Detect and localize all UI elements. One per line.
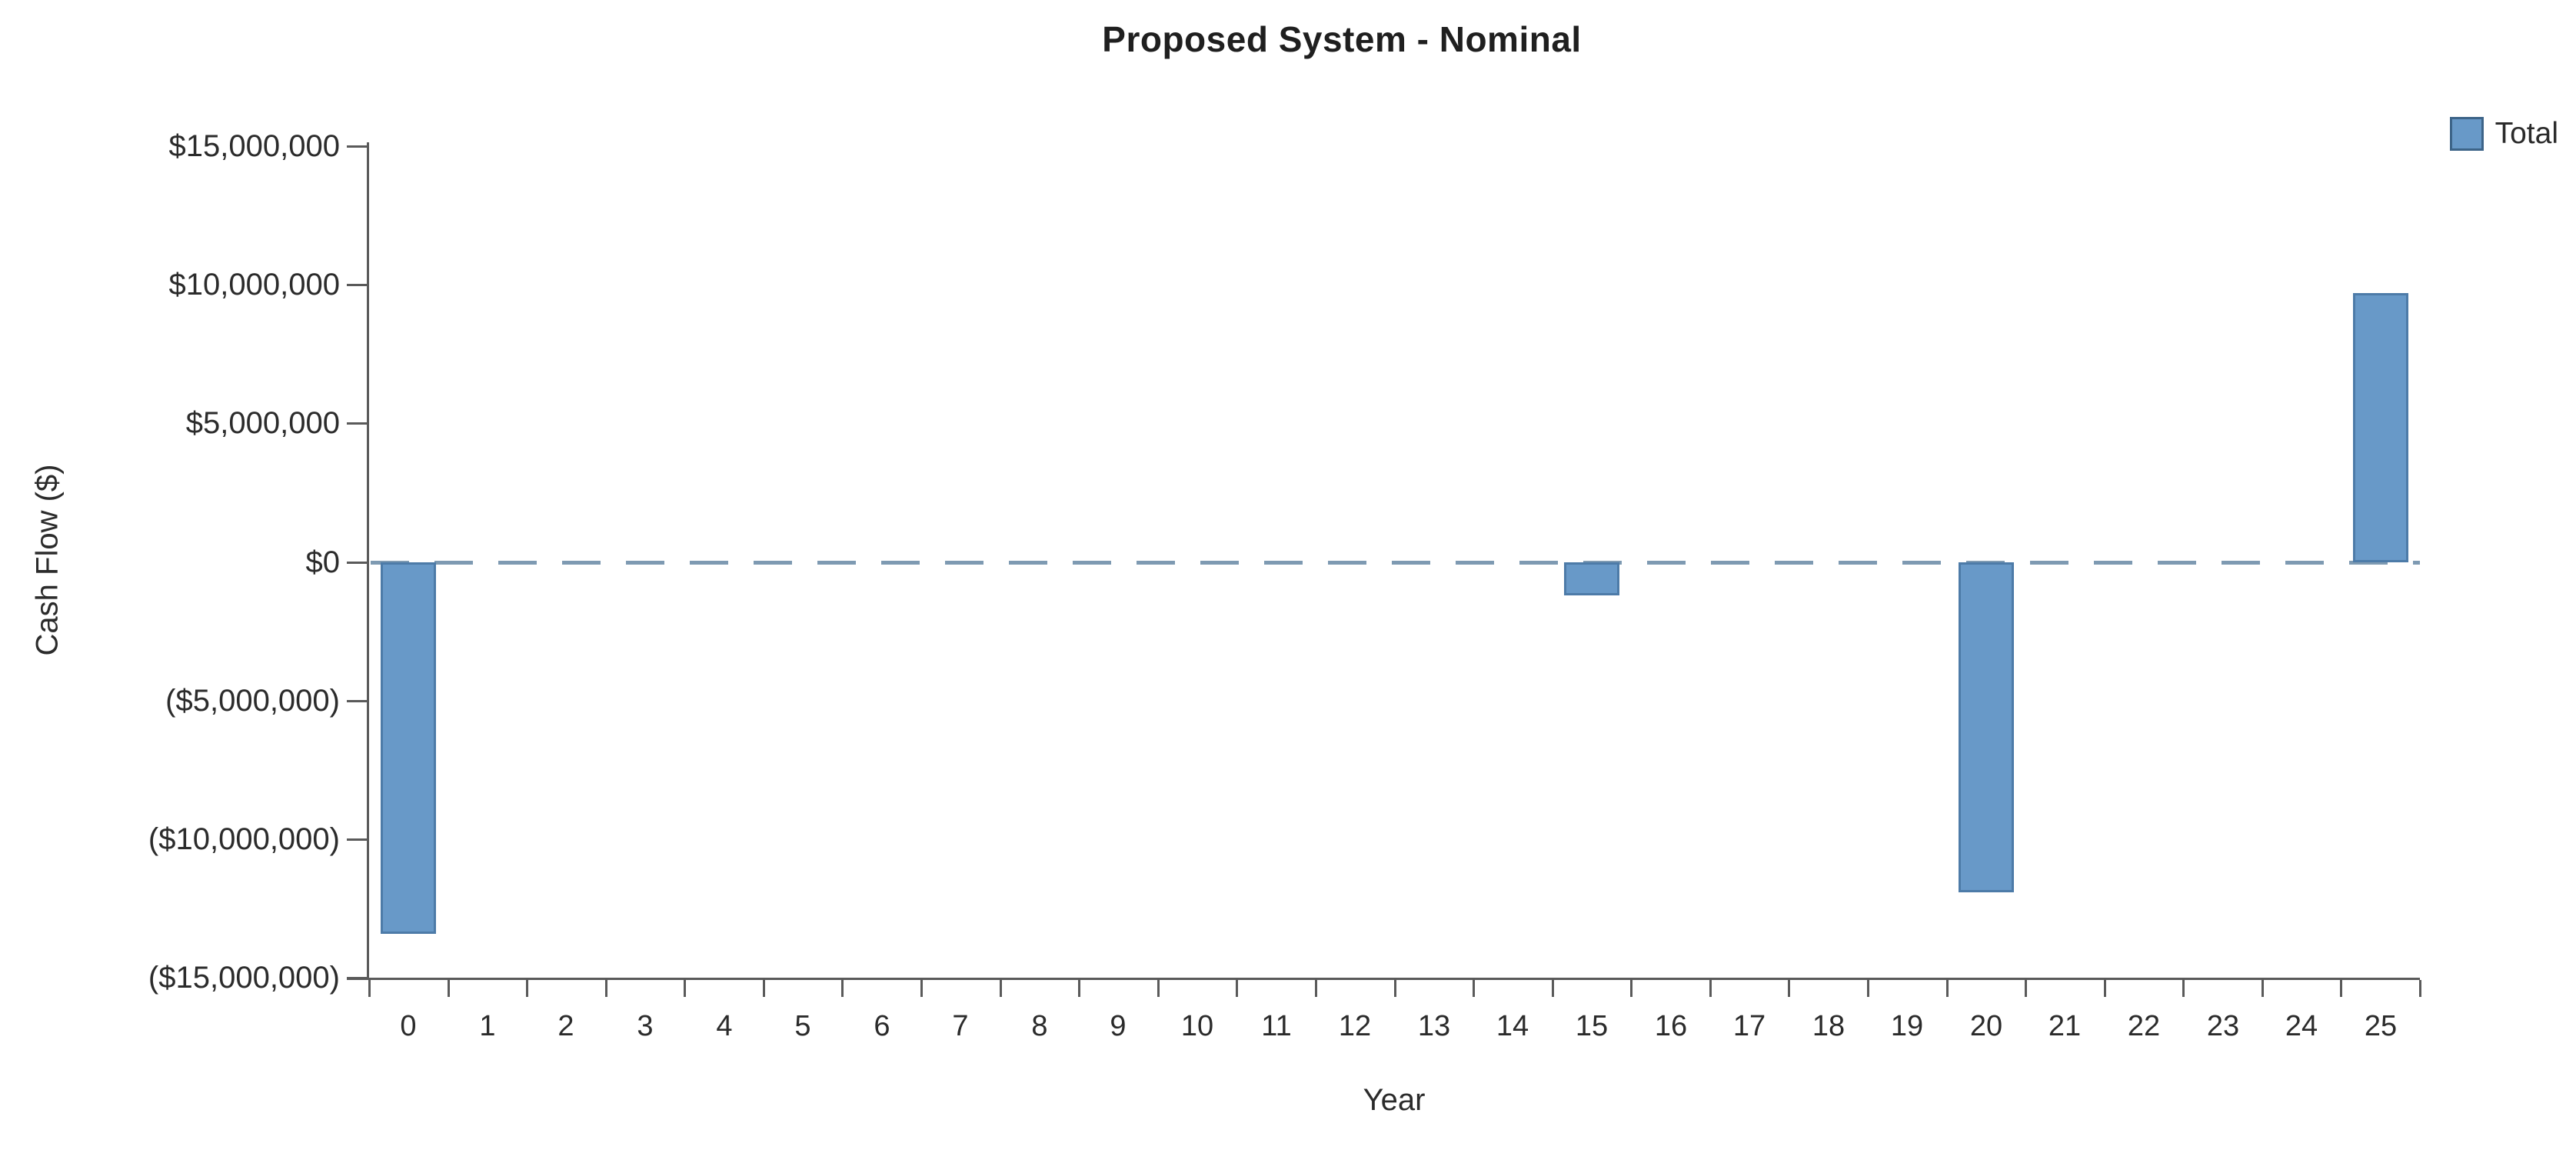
bar-year-0[interactable]: [381, 562, 436, 934]
x-tick-label: 20: [1969, 1010, 2003, 1042]
x-tick-label: 18: [1812, 1010, 1845, 1042]
x-tick-mark: [2419, 980, 2421, 997]
y-tick-label: $15,000,000: [168, 129, 340, 163]
x-tick-label: 15: [1575, 1010, 1609, 1042]
x-tick-mark: [2340, 980, 2342, 997]
x-tick-label: 3: [637, 1010, 654, 1042]
y-tick-label: ($5,000,000): [165, 684, 340, 718]
y-tick-mark: [347, 284, 367, 286]
x-tick-label: 7: [952, 1010, 969, 1042]
x-tick-label: 23: [2206, 1010, 2240, 1042]
legend[interactable]: Total: [2449, 117, 2558, 151]
x-tick-label: 24: [2285, 1010, 2318, 1042]
bar-year-15[interactable]: [1564, 562, 1619, 595]
y-tick-label: $10,000,000: [168, 268, 340, 302]
y-tick-mark: [347, 145, 367, 148]
zero-value-line: [371, 561, 2420, 565]
y-tick-mark: [347, 700, 367, 702]
y-tick-label: $0: [305, 545, 341, 579]
x-tick-label: 0: [400, 1010, 417, 1042]
x-tick-label: 1: [479, 1010, 496, 1042]
x-tick-label: 19: [1890, 1010, 1924, 1042]
chart-title: Proposed System - Nominal: [1102, 19, 1582, 59]
y-tick-mark: [347, 562, 367, 564]
x-tick-label: 12: [1338, 1010, 1372, 1042]
x-tick-mark: [841, 980, 844, 997]
x-tick-label: 8: [1031, 1010, 1048, 1042]
y-tick-label: ($15,000,000): [148, 961, 340, 995]
bar-year-20[interactable]: [1959, 562, 2014, 892]
x-tick-mark: [1788, 980, 1790, 997]
x-tick-label: 5: [794, 1010, 811, 1042]
x-tick-mark: [1394, 980, 1396, 997]
y-tick-label: $5,000,000: [185, 406, 340, 440]
x-tick-mark: [1315, 980, 1317, 997]
x-tick-mark: [2261, 980, 2264, 997]
x-tick-mark: [2182, 980, 2185, 997]
y-tick-mark: [347, 422, 367, 425]
x-tick-label: 21: [2048, 1010, 2082, 1042]
x-tick-mark: [605, 980, 607, 997]
legend-label: Total: [2494, 117, 2558, 150]
x-tick-mark: [1552, 980, 1554, 997]
x-tick-label: 11: [1261, 1010, 1292, 1042]
y-tick-mark: [347, 977, 367, 979]
x-tick-mark: [1236, 980, 1238, 997]
x-tick-mark: [1078, 980, 1080, 997]
x-tick-label: 2: [557, 1010, 574, 1042]
x-tick-label: 10: [1180, 1010, 1214, 1042]
x-tick-mark: [448, 980, 450, 997]
x-tick-mark: [1000, 980, 1002, 997]
y-tick-label: ($10,000,000): [148, 822, 340, 856]
x-tick-mark: [763, 980, 765, 997]
x-tick-mark: [1867, 980, 1869, 997]
x-tick-mark: [1946, 980, 1949, 997]
x-tick-mark: [368, 980, 371, 997]
x-tick-label: 6: [874, 1010, 890, 1042]
x-tick-mark: [1157, 980, 1160, 997]
y-axis-line: [367, 142, 369, 980]
x-tick-label: 9: [1110, 1010, 1127, 1042]
x-axis-title: Year: [1363, 1083, 1426, 1117]
x-tick-mark: [2104, 980, 2106, 997]
x-tick-mark: [1630, 980, 1632, 997]
x-tick-label: 22: [2127, 1010, 2161, 1042]
x-tick-label: 14: [1496, 1010, 1529, 1042]
x-tick-label: 13: [1417, 1010, 1451, 1042]
x-tick-label: 25: [2364, 1010, 2398, 1042]
bar-year-25[interactable]: [2353, 293, 2408, 562]
x-tick-mark: [526, 980, 528, 997]
x-tick-label: 4: [716, 1010, 733, 1042]
y-tick-mark: [347, 838, 367, 841]
x-tick-label: 16: [1654, 1010, 1688, 1042]
x-tick-label: 17: [1732, 1010, 1766, 1042]
x-tick-mark: [1473, 980, 1475, 997]
x-tick-mark: [1709, 980, 1712, 997]
x-tick-mark: [684, 980, 686, 997]
legend-swatch-total: [2449, 117, 2484, 151]
x-tick-mark: [2025, 980, 2027, 997]
x-axis-line: [347, 978, 2420, 980]
x-tick-mark: [920, 980, 923, 997]
